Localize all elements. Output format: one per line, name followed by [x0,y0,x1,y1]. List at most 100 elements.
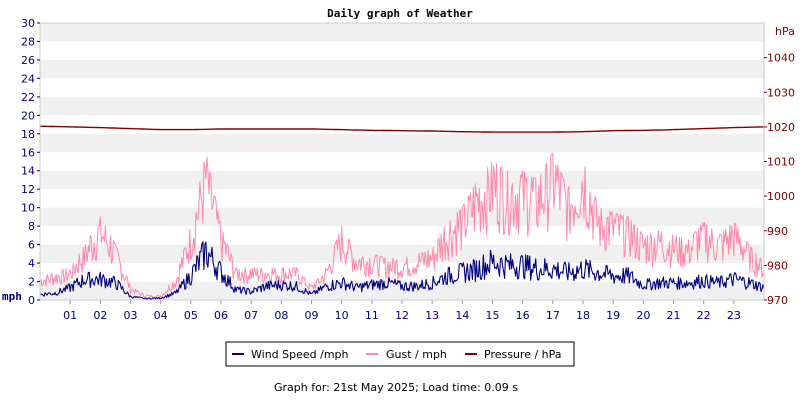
data-point [296,281,297,282]
grid-band [40,133,764,153]
data-point [54,272,55,273]
x-tick-label: 05 [184,309,198,322]
data-point [703,221,704,222]
x-tick-label: 14 [455,309,469,322]
data-point [251,288,252,289]
data-point [220,226,221,227]
left-tick-label: 16 [21,146,35,159]
data-point [416,281,417,282]
data-point [507,253,508,254]
left-tick-label: 8 [28,220,35,233]
grid-band [40,23,764,42]
data-point [190,267,191,268]
data-point [70,126,71,127]
data-point [673,129,674,130]
data-point [296,267,297,268]
data-point [567,189,568,190]
data-point [733,127,734,128]
data-point [401,258,402,259]
x-tick-label: 22 [697,309,711,322]
data-point [552,258,553,259]
data-point [613,267,614,268]
data-point [190,129,191,130]
data-point [130,286,131,287]
data-point [175,290,176,291]
data-point [281,128,282,129]
data-point [115,276,116,277]
right-tick-label: 1010 [767,156,795,169]
data-point [311,128,312,129]
data-point [582,131,583,132]
data-point [522,253,523,254]
data-point [492,161,493,162]
x-tick-label: 23 [727,309,741,322]
data-point [628,267,629,268]
data-point [205,235,206,236]
data-point [130,295,131,296]
x-tick-label: 04 [154,309,168,322]
x-tick-marks [69,300,735,304]
grid-band [40,281,764,300]
data-point [673,276,674,277]
legend-label-pressure: Pressure / hPa [484,348,562,361]
data-point [492,131,493,132]
x-tick-label: 18 [576,309,590,322]
data-point [70,267,71,268]
data-point [190,226,191,227]
data-point [597,262,598,263]
x-tick-label: 02 [93,309,107,322]
series-line [39,241,765,300]
data-point [733,272,734,273]
data-point [371,253,372,254]
data-point [266,281,267,282]
x-tick-label: 06 [214,309,228,322]
series-line [39,125,764,133]
data-point [85,272,86,273]
data-point [613,212,614,213]
chart-title: Daily graph of Weather [327,7,473,20]
data-point [326,267,327,268]
right-tick-label: 1030 [767,86,795,99]
data-point [251,267,252,268]
data-point [613,130,614,131]
left-tick-label: 4 [28,257,35,270]
data-point [371,130,372,131]
data-point [552,152,553,153]
left-tick-label: 20 [21,109,35,122]
x-tick-label: 01 [63,309,77,322]
data-point [160,295,161,296]
data-point [220,128,221,129]
data-point [432,276,433,277]
grid-band [40,96,764,116]
data-point [582,152,583,153]
x-tick-label: 11 [365,309,379,322]
data-point [582,258,583,259]
data-point [447,267,448,268]
grid-band [40,170,764,190]
right-tick-label: 970 [767,294,788,307]
series-line [39,152,765,298]
x-tick-label: 07 [244,309,258,322]
right-axis-label: hPa [775,25,795,38]
data-point [597,207,598,208]
data-point [658,276,659,277]
data-point [447,221,448,222]
x-tick-label: 21 [667,309,681,322]
data-point [70,283,71,284]
data-point [477,258,478,259]
x-tick-label: 19 [606,309,620,322]
data-point [688,276,689,277]
right-tick-label: 1040 [767,52,795,65]
legend: Wind Speed /mph Gust / mph Pressure / hP… [225,341,575,367]
data-point [748,276,749,277]
data-point [432,130,433,131]
data-point [462,207,463,208]
data-point [733,221,734,222]
wind-speed-series [39,235,765,300]
left-tick-label: 6 [28,239,35,252]
gust-series [39,152,765,298]
footer-text: Graph for: 21st May 2025; Load time: 0.0… [274,381,518,394]
data-point [537,258,538,259]
